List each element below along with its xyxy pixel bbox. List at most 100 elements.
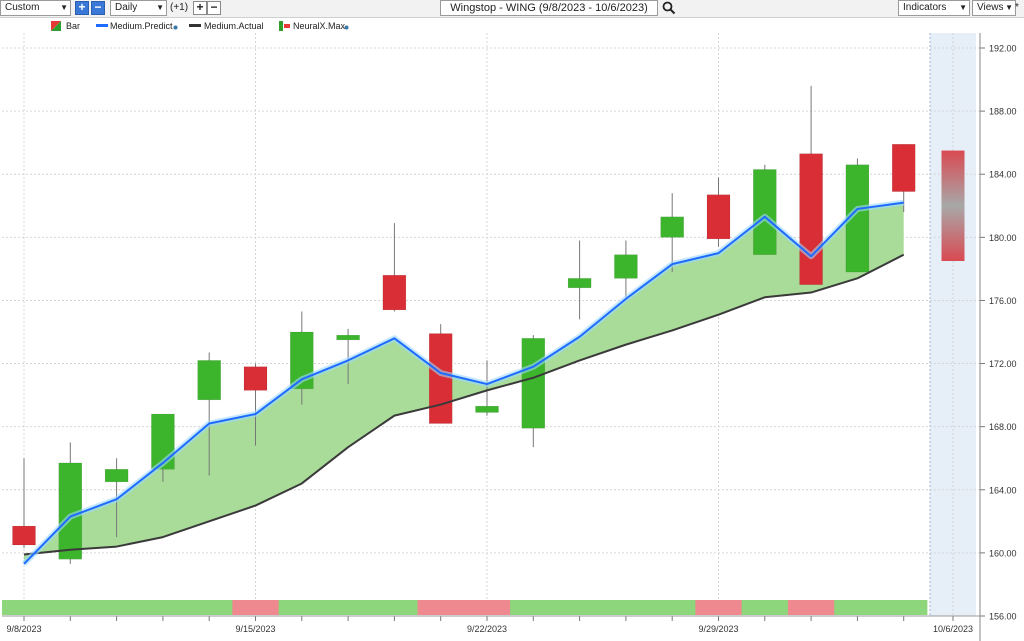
info-dot-icon[interactable]: [173, 25, 178, 30]
y-tick-label: 160.00: [989, 548, 1017, 558]
y-axis: 156.00 160.00 164.00 168.00 172.00 176.00 180.…: [979, 33, 1017, 641]
candle-up: [845, 164, 870, 273]
signal-segment: [741, 600, 789, 615]
chart-title: Wingstop - WING (9/8/2023 - 10/6/2023): [450, 2, 648, 14]
actual-legend-icon: [189, 24, 201, 27]
medium-predict-line: [23, 201, 904, 565]
series-lines: [21, 199, 905, 567]
legend-bar-label: Bar: [66, 21, 81, 31]
candle-up: [290, 331, 314, 390]
legend-predict-label: Medium.Predict: [110, 21, 173, 31]
interval-select[interactable]: Daily ▼: [110, 0, 167, 16]
x-axis: 9/8/2023 9/15/2023 9/22/2023 9/29/2023 10/6/…: [2, 615, 980, 634]
signal-segment: [232, 600, 280, 615]
signal-segment: [695, 600, 743, 615]
interval-select-value: Daily: [115, 2, 138, 13]
toolbar: Custom ▼ + − Daily ▼ (+1) + − Wingstop - W…: [0, 0, 1024, 18]
y-tick-label: 168.00: [989, 422, 1017, 432]
candle-up: [104, 469, 129, 483]
signal-segment: [371, 600, 419, 615]
y-tick-label: 172.00: [989, 359, 1017, 369]
indicators-select[interactable]: Indicators ▼: [898, 0, 970, 16]
offset-plus-button[interactable]: +: [193, 1, 207, 15]
candle-down: [382, 274, 407, 311]
signal-segment: [880, 600, 928, 615]
predict-legend-icon: [96, 24, 108, 27]
y-tick-label: 188.00: [989, 107, 1017, 117]
gridlines: [2, 33, 980, 617]
legend-actual-label: Medium.Actual: [204, 21, 264, 31]
zoom-in-button[interactable]: +: [75, 1, 89, 15]
views-star: *: [1015, 2, 1019, 13]
signal-segment: [463, 600, 511, 615]
range-select-value: Custom: [5, 2, 40, 13]
plus-icon: +: [78, 0, 86, 14]
x-tick-label: 9/8/2023: [6, 624, 41, 634]
candle-up: [336, 334, 360, 341]
signal-segment: [602, 600, 650, 615]
candle-down: [243, 366, 268, 391]
signal-segment: [510, 600, 557, 615]
candle-up: [475, 405, 499, 413]
offset-text: (+1): [170, 2, 189, 13]
signal-bar: [2, 600, 928, 615]
signal-segment: [93, 600, 141, 615]
band-area: [24, 202, 904, 564]
y-tick-label: 192.00: [989, 44, 1017, 54]
plus-icon: +: [196, 0, 204, 14]
candle-up: [58, 462, 83, 560]
minus-icon: −: [94, 0, 102, 14]
signal-segment: [556, 600, 604, 615]
neuralx-legend-icon: [279, 21, 290, 31]
x-tick-label: 9/15/2023: [235, 624, 275, 634]
y-tick-label: 164.00: [989, 485, 1017, 495]
signal-segment: [278, 600, 326, 615]
bar-legend-icon: [51, 21, 61, 31]
range-select[interactable]: Custom ▼: [0, 0, 71, 16]
candle-up: [197, 360, 221, 401]
minus-icon: −: [210, 0, 218, 14]
candle-down: [428, 333, 453, 424]
signal-segment: [787, 600, 835, 615]
candle-down: [706, 194, 731, 240]
x-tick-label: 9/22/2023: [467, 624, 507, 634]
legend: Bar Medium.Predict Medium.Actual NeuralX…: [0, 18, 900, 32]
candle-up: [521, 338, 546, 429]
y-tick-label: 180.00: [989, 233, 1017, 243]
medium-actual-line: [23, 253, 905, 556]
views-select-value: Views: [977, 2, 1004, 13]
views-select[interactable]: Views ▼: [972, 0, 1016, 16]
candles: [12, 85, 965, 564]
x-tick-label: 9/29/2023: [698, 624, 738, 634]
y-tick-label: 176.00: [989, 296, 1017, 306]
chevron-down-icon: ▼: [959, 3, 967, 12]
candle-up: [567, 278, 592, 289]
search-icon[interactable]: [662, 1, 676, 15]
candle-down: [891, 143, 916, 192]
candle-up: [151, 413, 175, 470]
signal-segment: [834, 600, 882, 615]
signal-segment: [417, 600, 465, 615]
signal-segment: [47, 600, 94, 615]
forecast-candle: [941, 150, 965, 261]
predict-actual-band: [24, 202, 904, 564]
signal-segment: [139, 600, 187, 615]
chevron-down-icon: ▼: [60, 3, 68, 12]
chart-title-box[interactable]: Wingstop - WING (9/8/2023 - 10/6/2023): [440, 0, 658, 16]
forecast-region: [929, 33, 976, 616]
zoom-out-button[interactable]: −: [91, 1, 105, 15]
chevron-down-icon: ▼: [156, 3, 164, 12]
legend-neuralx-label: NeuralX.Max: [293, 21, 346, 31]
candle-up: [660, 216, 684, 238]
offset-minus-button[interactable]: −: [207, 1, 221, 15]
signal-segment: [2, 600, 48, 615]
y-tick-label: 184.00: [989, 170, 1017, 180]
signal-segment: [324, 600, 372, 615]
medium-predict-line-glow: [21, 199, 905, 567]
candle-up: [614, 254, 638, 279]
signal-segment: [649, 600, 696, 615]
info-dot-icon[interactable]: [344, 25, 349, 30]
candle-up: [753, 169, 777, 255]
signal-segment: [186, 600, 233, 615]
